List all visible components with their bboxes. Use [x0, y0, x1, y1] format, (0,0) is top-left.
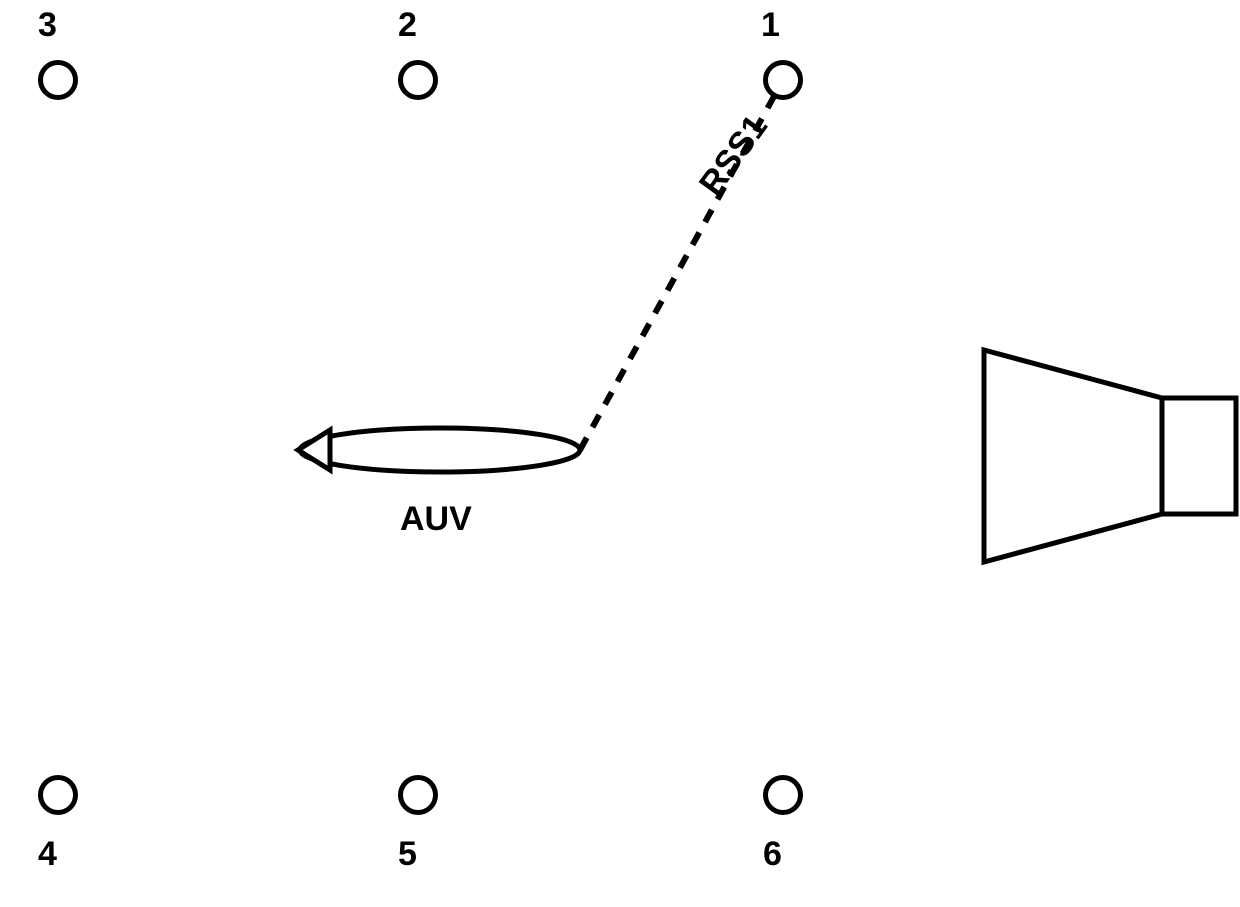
node-3-circle	[38, 60, 78, 100]
node-1-circle	[763, 60, 803, 100]
node-1-label: 1	[761, 6, 780, 45]
node-5-circle	[398, 775, 438, 815]
node-6-label: 6	[763, 835, 782, 874]
auv-label: AUV	[400, 500, 472, 539]
node-2-label: 2	[398, 6, 417, 45]
node-4-label: 4	[38, 835, 57, 874]
node-2-circle	[398, 60, 438, 100]
node-5-label: 5	[398, 835, 417, 874]
auv-body	[300, 428, 580, 472]
node-4-circle	[38, 775, 78, 815]
node-6-circle	[763, 775, 803, 815]
dock-box	[1162, 398, 1236, 514]
node-3-label: 3	[38, 6, 57, 45]
diagram-stage: AUV RSS1 123456	[0, 0, 1240, 907]
auv-tail	[298, 430, 330, 470]
diagram-svg	[0, 0, 1240, 907]
dock-funnel	[984, 350, 1162, 562]
